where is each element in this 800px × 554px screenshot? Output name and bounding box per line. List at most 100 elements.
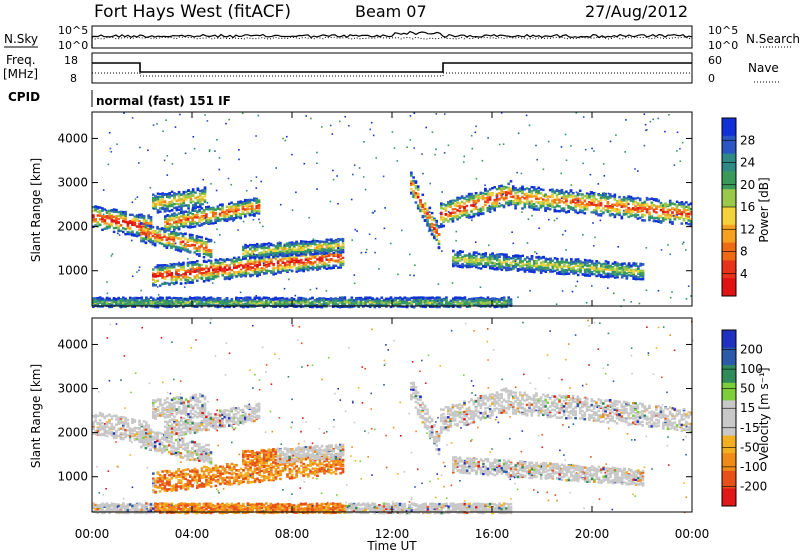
echo-cell [228,275,231,278]
echo-cell [474,199,478,202]
echo-cell [228,273,231,277]
echo-cell [611,275,615,278]
echo-cell [602,196,605,199]
echo-cell [613,214,617,217]
echo-cell [477,259,480,262]
echo-cell [486,201,490,204]
echo-cell [528,270,531,273]
echo-cell [154,284,157,287]
echo-cell [481,208,485,212]
echo-cell [181,236,185,239]
echo-cell [528,204,531,207]
echo-cell [212,277,215,280]
echo-cell [611,266,615,269]
beam-title: Beam 07 [355,2,427,21]
echo-cell [521,254,524,257]
echo-cell [512,200,515,203]
echo-cell [196,263,199,266]
echo-cell [184,214,188,217]
echo-cell [687,219,690,222]
echo-cell [158,234,162,237]
echo-cell [572,260,575,264]
echo-cell [119,229,123,233]
echo-cell [297,248,301,251]
echo-cell [94,218,97,221]
echo-cell [502,196,506,199]
echo-cell [182,225,185,229]
echo-cell [318,256,322,259]
echo-cell [481,212,485,216]
echo-cell [528,194,531,197]
echo-cell [477,209,480,212]
echo-cell [599,202,603,205]
echo-cell [244,200,247,203]
echo-cell [156,266,160,269]
echo-cell [576,273,580,277]
echo-cell [98,211,102,214]
echo-cell [177,269,180,272]
echo-cell [495,197,499,201]
echo-cell [267,260,271,264]
echo-cell [300,248,303,251]
echo-cell [583,212,587,215]
echo-cell [242,271,245,275]
echo-cell [632,214,635,217]
echo-cell [175,214,178,218]
echo-cell [144,237,148,241]
echo-cell [135,219,139,222]
echo-cell [297,261,301,265]
echo-cell [290,255,294,258]
echo-cell [253,245,257,248]
echo-cell [184,278,187,281]
echo-cell [189,199,193,202]
echo-cell [269,248,273,251]
echo-cell [152,278,155,281]
echo-cell [195,300,199,304]
echo-cell [177,232,180,235]
echo-cell [634,277,638,281]
echo-cell [251,260,255,264]
echo-cell [465,211,469,214]
echo-cell [297,266,301,269]
echo-cell [479,262,483,265]
echo-cell [92,214,95,217]
echo-cell [562,191,566,194]
echo-cell [456,259,460,263]
echo-cell [149,238,152,241]
echo-cell [309,261,312,264]
echo-cell [662,208,665,211]
echo-cell [170,216,174,220]
echo-cell [641,213,644,217]
echo-cell [239,203,242,207]
echo-cell [234,213,238,217]
echo-cell [474,207,478,210]
echo-cell [110,216,114,220]
echo-cell [680,222,684,225]
echo-cell [239,200,242,203]
echo-cell [528,200,531,204]
echo-cell [435,228,438,232]
echo-cell [145,303,148,306]
echo-cell [246,260,250,263]
echo-cell [286,269,289,272]
echo-cell [500,189,503,192]
echo-cell [163,243,166,247]
echo-cell [223,266,227,269]
echo-cell [306,243,310,247]
echo-cell [565,195,568,198]
echo-cell [203,198,207,202]
echo-cell [133,217,137,220]
echo-cell [216,275,220,278]
echo-cell [632,262,635,265]
echo-cell [172,263,176,266]
echo-cell [496,259,499,262]
echo-cell [165,246,169,249]
echo-cell [283,252,287,255]
echo-cell [666,203,670,207]
echo-cell [592,209,596,212]
echo-cell [474,205,478,209]
echo-cell [428,223,432,226]
echo-cell [242,245,245,249]
echo-cell [652,198,656,201]
echo-cell [242,252,245,255]
